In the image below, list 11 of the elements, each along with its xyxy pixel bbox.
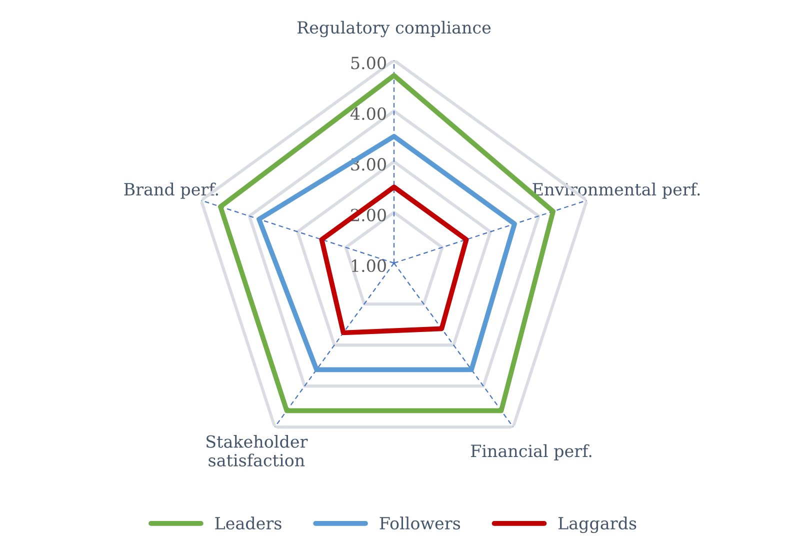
legend-label: Leaders: [215, 516, 282, 530]
legend-label: Followers: [380, 516, 460, 530]
spoke-label: Stakeholder satisfaction: [206, 434, 308, 467]
spoke-label: Regulatory compliance: [297, 20, 491, 38]
spoke-label: Environmental perf.: [532, 182, 700, 199]
spoke-label: Brand perf.: [124, 182, 218, 199]
spoke-label: Financial perf.: [471, 444, 592, 460]
y-tick-label: 4.00: [350, 107, 386, 120]
legend-label: Laggards: [558, 516, 636, 533]
y-tick-label: 5.00: [351, 56, 386, 70]
y-tick-label: 1.00: [352, 259, 386, 272]
